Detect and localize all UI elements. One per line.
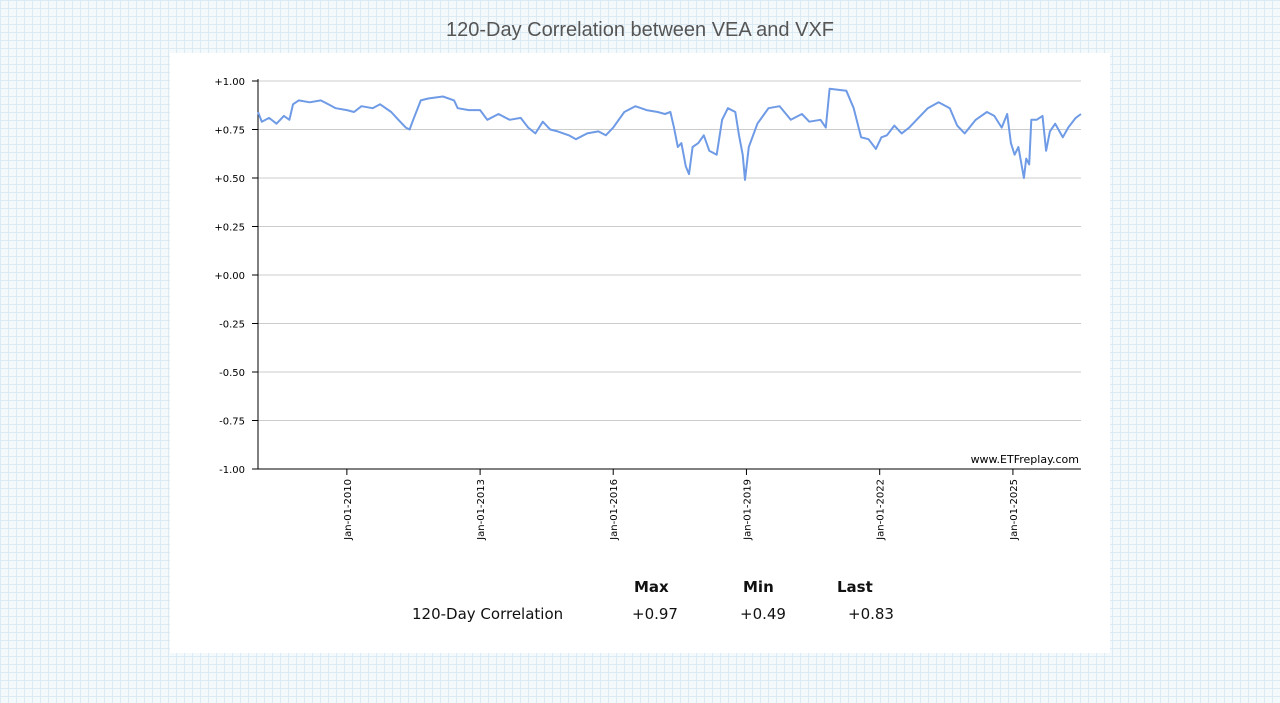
correlation-chart: +1.00 +0.75 +0.50 +0.25 +0.00 -0.25 -0.50 -0.75… xyxy=(214,77,1082,541)
x-tick-label: Jan-01-2022 xyxy=(876,479,887,541)
x-tick-label: Jan-01-2013 xyxy=(476,479,487,541)
y-tick-label: +1.00 xyxy=(214,77,245,88)
chart-panel: +1.00 +0.75 +0.50 +0.25 +0.00 -0.25 -0.50 -0.75… xyxy=(170,53,1110,653)
axes xyxy=(257,79,1081,470)
stats-header-last: Last xyxy=(837,578,873,596)
stats-value-max: +0.97 xyxy=(632,605,678,623)
x-tick-label: Jan-01-2016 xyxy=(609,479,620,541)
y-tick-label: -1.00 xyxy=(219,465,245,476)
x-tick-label: Jan-01-2025 xyxy=(1009,479,1020,541)
y-axis-ticks: +1.00 +0.75 +0.50 +0.25 +0.00 -0.25 -0.50 -0.75… xyxy=(214,77,258,476)
y-tick-label: +0.00 xyxy=(214,271,245,282)
series-layer xyxy=(257,87,1082,181)
watermark: www.ETFreplay.com xyxy=(971,453,1079,466)
y-tick-label: +0.75 xyxy=(214,126,245,137)
y-tick-label: +0.25 xyxy=(214,223,245,234)
stats-header-min: Min xyxy=(743,578,774,596)
y-tick-label: -0.50 xyxy=(219,368,245,379)
stats-header-max: Max xyxy=(634,578,669,596)
stats-row-label: 120-Day Correlation xyxy=(412,605,564,623)
y-tick-label: +0.50 xyxy=(214,174,245,185)
stats-value-last: +0.83 xyxy=(848,605,894,623)
y-tick-label: -0.75 xyxy=(219,417,245,428)
x-axis-ticks: Jan-01-2010 Jan-01-2013 Jan-01-2016 Jan-01-… xyxy=(343,469,1020,541)
series-line-0 xyxy=(257,87,1082,181)
x-tick-label: Jan-01-2010 xyxy=(343,479,354,541)
x-tick-label: Jan-01-2019 xyxy=(742,479,753,541)
stats-value-min: +0.49 xyxy=(740,605,786,623)
stats-table: Max Min Last 120-Day Correlation +0.97 +… xyxy=(170,53,1110,653)
page-title: 120-Day Correlation between VEA and VXF xyxy=(446,19,834,41)
y-tick-label: -0.25 xyxy=(219,320,245,331)
